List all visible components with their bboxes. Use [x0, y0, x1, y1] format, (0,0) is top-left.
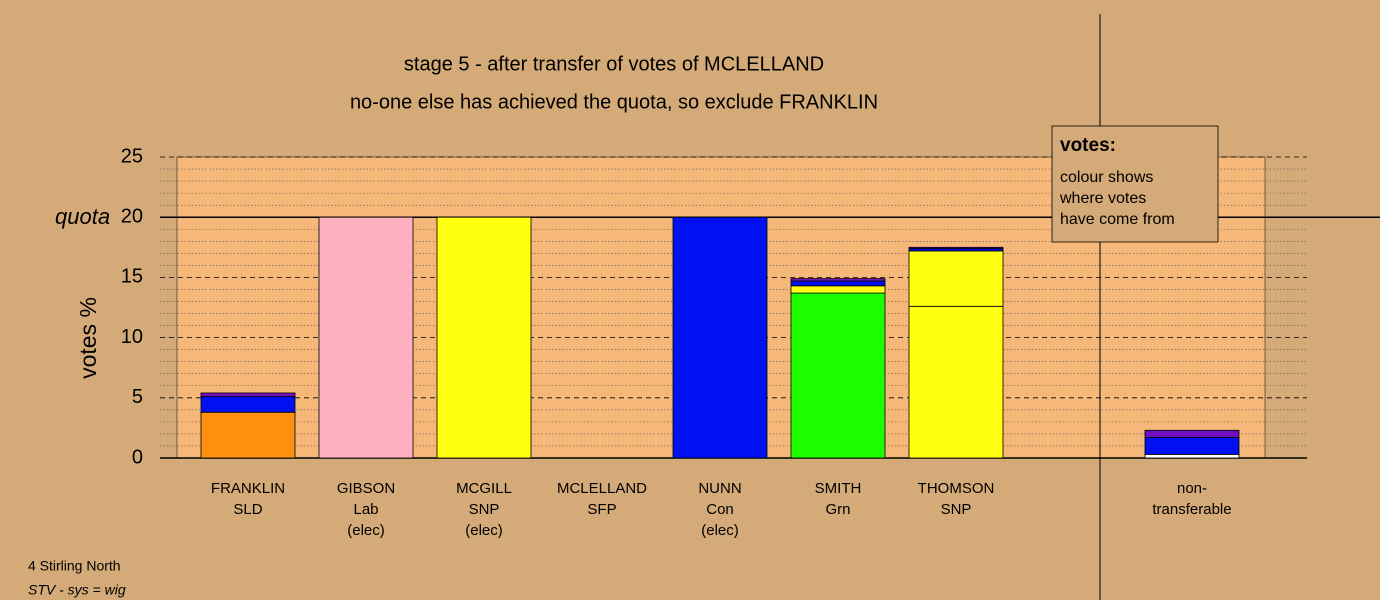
y-tick-label: 15: [121, 266, 143, 288]
bar-segment: [1144, 437, 1240, 455]
x-tick-label: (elec): [701, 522, 739, 539]
bar-segment: [908, 246, 1004, 249]
quota-label: quota: [55, 204, 110, 229]
bar-segment: [200, 392, 296, 397]
y-tick-label: 20: [121, 205, 143, 227]
chart-subtitle: no-one else has achieved the quota, so e…: [350, 91, 878, 113]
y-axis-label: votes %: [75, 297, 101, 379]
bar-segment: [1144, 453, 1240, 459]
x-tick-label: NUNN: [698, 480, 741, 497]
x-tick-label: SLD: [233, 501, 262, 518]
bar-segment: [790, 280, 886, 287]
bar-segment: [200, 396, 296, 413]
x-tick-label: SFP: [587, 501, 616, 518]
x-tick-label: FRANKLIN: [211, 480, 285, 497]
x-tick-label: (elec): [465, 522, 503, 539]
note-box: [1051, 125, 1219, 243]
bar-segment: [672, 216, 768, 459]
y-tick-label: 25: [121, 145, 143, 167]
x-tick-label: THOMSON: [918, 480, 995, 497]
x-tick-label: MCLELLAND: [557, 480, 647, 497]
bar-segment: [908, 305, 1004, 459]
bar-segment: [908, 250, 1004, 307]
x-tick-label: (elec): [347, 522, 385, 539]
chart-title: stage 5 - after transfer of votes of MCL…: [404, 53, 824, 75]
bar-segment: [790, 278, 886, 282]
y-tick-label: 5: [132, 386, 143, 408]
bar-segment: [1144, 429, 1240, 438]
footer-text: STV - sys = wig: [28, 582, 126, 598]
x-tick-label: non-: [1177, 480, 1207, 497]
note-heading: votes:: [1060, 135, 1116, 156]
x-tick-label: Con: [706, 501, 734, 518]
x-tick-label: SNP: [469, 501, 500, 518]
y-tick-label: 10: [121, 326, 143, 348]
x-tick-label: Grn: [825, 501, 850, 518]
note-text: have come from: [1060, 211, 1175, 228]
note-text: where votes: [1059, 190, 1146, 207]
x-tick-label: transferable: [1152, 501, 1231, 518]
footer-text: 4 Stirling North: [28, 558, 121, 574]
bar-segment: [436, 216, 532, 459]
x-tick-label: MCGILL: [456, 480, 512, 497]
x-tick-label: GIBSON: [337, 480, 395, 497]
x-tick-label: SNP: [941, 501, 972, 518]
bar-segment: [790, 292, 886, 459]
x-tick-label: Lab: [353, 501, 378, 518]
bar-segment: [200, 411, 296, 459]
y-tick-label: 0: [132, 446, 143, 468]
x-tick-label: SMITH: [815, 480, 862, 497]
bar-segment: [318, 216, 414, 459]
bar-segment: [790, 285, 886, 294]
note-text: colour shows: [1060, 169, 1153, 186]
